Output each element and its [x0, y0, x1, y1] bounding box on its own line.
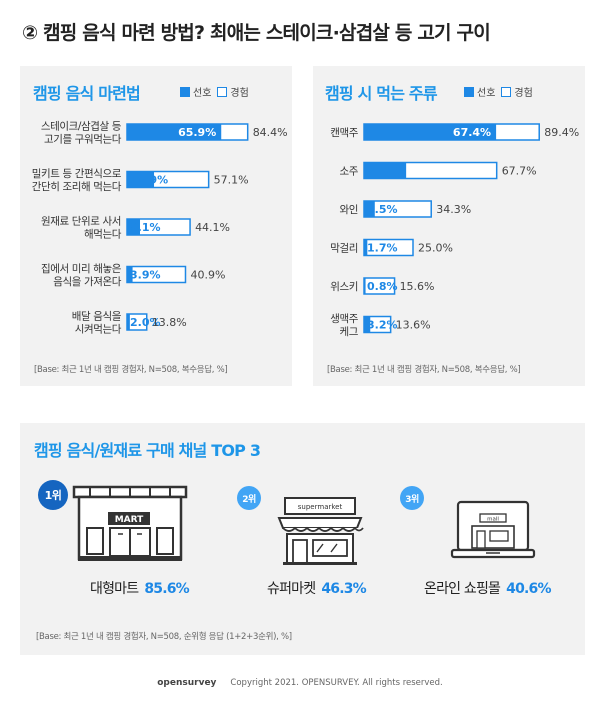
food-chart-title: 캠핑 음식 마련법 — [33, 84, 141, 103]
legend-pref-swatch — [180, 86, 190, 97]
food-pref-label: 2.0% — [130, 316, 161, 329]
drink-pref-label: 0.8% — [367, 280, 398, 293]
food-pref-label: 3.9% — [130, 269, 161, 282]
food-pref-label: 65.9% — [178, 126, 216, 139]
food-legend: 선호 경험 — [180, 84, 249, 99]
rank-badge-2: 2위 — [237, 486, 261, 510]
rank-badge-3: 3위 — [400, 486, 424, 510]
food-exp-label: 40.9% — [190, 269, 225, 282]
mart-icon: MART — [72, 485, 188, 561]
food-exp-label: 84.4% — [253, 126, 288, 139]
food-footnote: [Base: 최근 1년 내 캠핑 경험자, N=508, 복수응답, %] — [34, 365, 228, 375]
rank-label-1: 대형마트 85.6% — [90, 578, 190, 598]
food-category-label: 시켜먹는다 — [75, 324, 122, 336]
food-category-label: 배달 음식을 — [72, 311, 122, 323]
drink-pref-bar — [364, 239, 368, 256]
drink-pref-bar — [364, 201, 375, 217]
mart-sign: MART — [115, 515, 144, 525]
food-category-label: 해먹는다 — [84, 228, 122, 241]
food-category-label: 원재료 단위로 사서 — [41, 215, 121, 228]
legend-pref-swatch — [464, 86, 474, 97]
rank-label-3: 온라인 쇼핑몰 40.6% — [424, 578, 552, 598]
legend-exp-swatch — [501, 86, 512, 97]
page-title: ② 캠핑 음식 마련 방법? 최애는 스테이크·삼겹살 등 고기 구이 — [22, 22, 491, 44]
drink-category-label: 막걸리 — [330, 242, 358, 255]
channel-name-3: 온라인 쇼핑몰 — [424, 581, 501, 597]
drink-category-label: 소주 — [339, 166, 358, 178]
channel-value-2: 46.3% — [321, 581, 366, 597]
drink-pref-bar — [364, 316, 371, 333]
drink-footnote: [Base: 최근 1년 내 캠핑 경험자, N=508, 복수응답, %] — [327, 365, 521, 375]
food-pref-bar — [127, 266, 133, 283]
drink-exp-label: 67.7% — [502, 165, 537, 178]
channel-title: 캠핑 음식/원재료 구매 채널 TOP 3 — [34, 441, 261, 460]
food-category-label: 간단히 조리해 먹는다 — [32, 180, 122, 193]
drink-card — [313, 66, 585, 386]
rank-badge-1: 1위 — [38, 480, 68, 510]
food-category-label: 밀키트 등 간편식으로 — [32, 167, 122, 180]
food-exp-label: 44.1% — [195, 221, 230, 234]
drink-pref-bar — [364, 162, 407, 179]
drink-legend: 선호 경험 — [464, 84, 533, 99]
drink-chart-title: 캠핑 시 먹는 주류 — [325, 84, 438, 103]
drink-category-label: 캔맥주 — [330, 127, 359, 139]
channel-footnote: [Base: 최근 1년 내 캠핑 경험자, N=508, 순위형 응답 (1+… — [36, 632, 292, 642]
food-category-label: 집에서 미리 해놓은 — [41, 262, 122, 275]
drink-category-label: 위스키 — [330, 280, 358, 293]
copyright-line: opensurvey Copyright 2021. OPENSURVEY. Al… — [0, 678, 600, 688]
drink-pref-label: 21.5% — [367, 165, 405, 178]
channel-name-2: 슈퍼마켓 — [267, 581, 316, 597]
food-category-label: 고기를 구워먹는다 — [44, 133, 122, 146]
drink-pref-bar — [364, 278, 366, 294]
food-pref-label: 18.9% — [130, 174, 168, 187]
food-pref-bar — [127, 171, 155, 188]
rank-label-2: 슈퍼마켓 46.3% — [267, 578, 367, 598]
channel-value-3: 40.6% — [506, 581, 551, 597]
drink-category-label: 와인 — [339, 204, 358, 216]
legend-pref-label: 선호 — [193, 88, 212, 99]
drink-category-label: 생맥주 — [330, 313, 359, 325]
drink-category-label: 케그 — [339, 326, 358, 338]
drink-exp-label: 25.0% — [418, 242, 453, 255]
drink-pref-label: 1.7% — [367, 242, 398, 255]
drink-pref-label: 3.2% — [367, 319, 398, 332]
food-exp-label: 13.8% — [152, 316, 187, 329]
drink-exp-label: 13.6% — [396, 319, 431, 332]
channel-value-1: 85.6% — [144, 581, 189, 597]
food-pref-bar — [127, 314, 130, 330]
drink-pref-label: 67.4% — [453, 126, 491, 139]
drink-pref-label: 5.5% — [367, 203, 398, 216]
drink-exp-label: 15.6% — [400, 280, 435, 293]
legend-pref-label: 선호 — [477, 88, 496, 99]
supermarket-sign: supermarket — [298, 503, 343, 511]
opensurvey-logo: opensurvey — [157, 678, 217, 688]
drink-exp-label: 89.4% — [544, 126, 579, 139]
food-category-label: 음식을 가져온다 — [53, 276, 121, 288]
food-category-label: 스테이크/삼겹살 등 — [41, 121, 122, 133]
food-pref-bar — [127, 124, 222, 140]
food-pref-bar — [127, 219, 141, 235]
legend-exp-label: 경험 — [514, 88, 533, 99]
food-exp-label: 57.1% — [214, 174, 249, 187]
legend-exp-label: 경험 — [230, 88, 249, 99]
food-pref-label: 9.1% — [130, 221, 161, 234]
drink-exp-label: 34.3% — [436, 203, 471, 216]
channel-name-1: 대형마트 — [90, 581, 139, 597]
mall-sign: mall — [487, 517, 499, 523]
legend-exp-swatch — [217, 86, 228, 97]
supermarket-icon: supermarket — [277, 497, 364, 565]
drink-pref-bar — [364, 124, 497, 140]
online-mall-icon: mall — [450, 500, 536, 559]
copyright-text: Copyright 2021. OPENSURVEY. All rights r… — [230, 678, 443, 688]
